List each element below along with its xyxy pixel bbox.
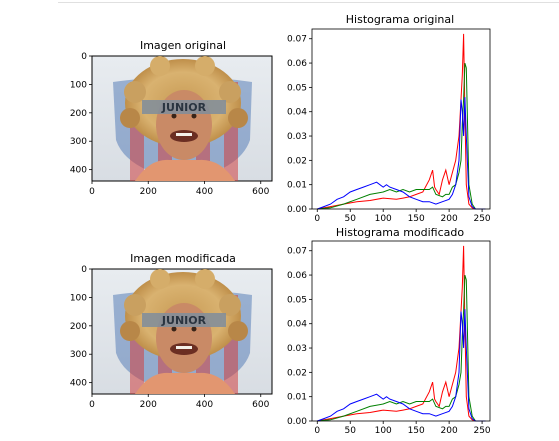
photo-original: JUNIOR: [91, 55, 273, 182]
y-tick-label: 0.06: [287, 271, 307, 281]
x-tick-label: 200: [140, 400, 157, 410]
x-tick-label: 50: [345, 426, 357, 436]
histogram-original: Histograma original 0 50 100 150 200 250 0.00 0…: [287, 13, 491, 224]
y-tick-label: 300: [70, 350, 87, 360]
y-tick-label: 0: [81, 265, 87, 275]
y-tick-label: 0.04: [287, 108, 307, 118]
plot-frame: [311, 240, 491, 422]
histogram-series-line: [317, 309, 486, 422]
histogram-title-modified: Histograma modificado: [336, 226, 464, 239]
y-tick-label: 0.06: [287, 59, 307, 69]
y-tick-label: 400: [70, 166, 87, 176]
x-tick-label: 400: [196, 187, 213, 197]
y-tick-label: 0.03: [287, 132, 307, 142]
logo-text: JUNIOR: [161, 101, 207, 114]
y-tick-label: 0.01: [287, 393, 307, 403]
x-tick-label: 250: [473, 214, 490, 224]
image-title-modified: Imagen modificada: [130, 252, 236, 265]
y-tick-label: 200: [70, 322, 87, 332]
x-tick-label: 600: [252, 400, 269, 410]
histogram-title-original: Histograma original: [346, 13, 454, 26]
image-panel-modified: Imagen modificada JUNIOR 0 200 400 6: [70, 252, 273, 410]
y-tick-label: 0.00: [287, 417, 307, 427]
y-tick-label: 200: [70, 109, 87, 119]
y-tick-label: 0.02: [287, 368, 307, 378]
image-panel-original: Imagen original: [70, 39, 273, 197]
x-tick-label: 0: [89, 400, 95, 410]
notebook-cell-border: [58, 0, 559, 3]
y-tick-label: 0.05: [287, 295, 307, 305]
x-tick-label: 0: [314, 426, 320, 436]
y-tick-label: 0.07: [287, 247, 307, 257]
y-tick-label: 0.01: [287, 181, 307, 191]
logo-text: JUNIOR: [161, 314, 207, 327]
image-title-original: Imagen original: [140, 39, 226, 52]
x-tick-label: 0: [314, 214, 320, 224]
plot-frame: [311, 28, 491, 210]
x-tick-label: 100: [375, 426, 392, 436]
photo-modified: JUNIOR: [91, 268, 273, 395]
y-tick-label: 100: [70, 80, 87, 90]
histogram-series-line: [317, 97, 486, 210]
x-tick-label: 100: [375, 214, 392, 224]
y-tick-label: 0.04: [287, 320, 307, 330]
x-tick-label: 400: [196, 400, 213, 410]
y-tick-label: 300: [70, 137, 87, 147]
x-tick-label: 50: [345, 214, 357, 224]
y-tick-label: 0.05: [287, 83, 307, 93]
y-tick-label: 0.02: [287, 156, 307, 166]
x-tick-label: 200: [140, 187, 157, 197]
y-tick-label: 0.03: [287, 344, 307, 354]
x-tick-label: 200: [441, 426, 458, 436]
histogram-series-line: [317, 274, 486, 422]
histogram-modified: Histograma modificado 0 50 100 150 200 250 0.0…: [287, 226, 491, 436]
x-tick-label: 250: [473, 426, 490, 436]
x-tick-label: 150: [408, 426, 425, 436]
x-tick-label: 600: [252, 187, 269, 197]
x-tick-label: 200: [441, 214, 458, 224]
y-tick-label: 100: [70, 293, 87, 303]
y-tick-label: 0.00: [287, 205, 307, 215]
y-tick-label: 0: [81, 52, 87, 62]
x-tick-label: 0: [89, 187, 95, 197]
y-tick-label: 0.07: [287, 35, 307, 45]
y-tick-label: 400: [70, 379, 87, 389]
x-tick-label: 150: [408, 214, 425, 224]
histogram-series-line: [317, 62, 486, 210]
